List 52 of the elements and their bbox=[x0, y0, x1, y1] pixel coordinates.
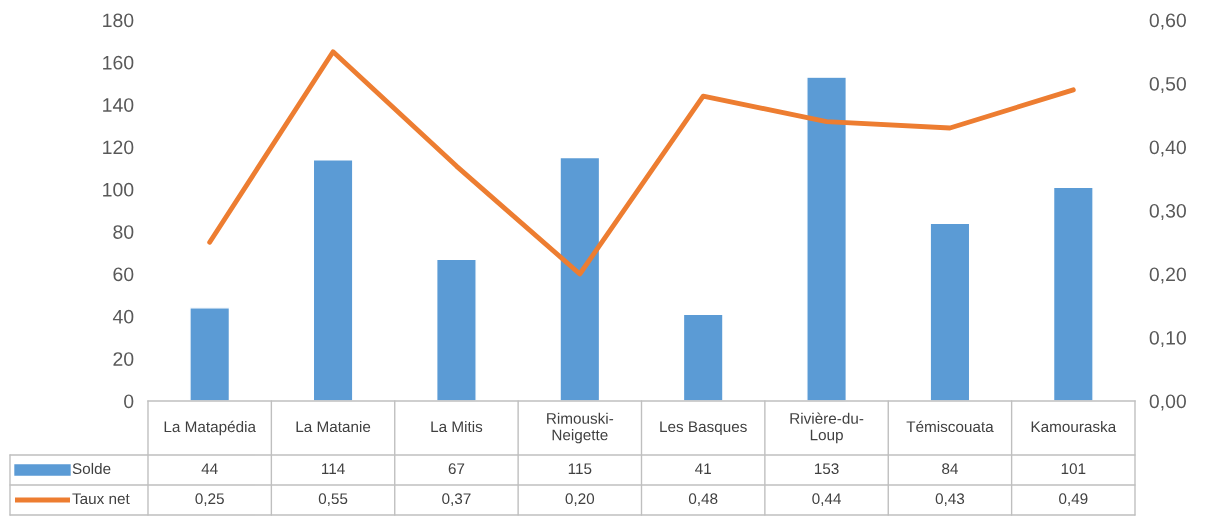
y-tick-label: 160 bbox=[103, 55, 134, 70]
data-label: 0,43 bbox=[935, 493, 965, 506]
bar bbox=[806, 76, 847, 401]
y2-tick-label: 0,40 bbox=[1149, 140, 1186, 157]
x-tick-label: Kamouraska bbox=[1031, 420, 1117, 433]
data-label: 67 bbox=[448, 463, 465, 475]
y-tick-label: 100 bbox=[103, 182, 134, 197]
x-tick-label: Rivière-du-Loup bbox=[790, 412, 864, 444]
bar bbox=[436, 258, 477, 401]
bar bbox=[312, 159, 354, 401]
y2-tick-label: 0,50 bbox=[1149, 76, 1186, 94]
data-label: 101 bbox=[1061, 463, 1086, 475]
x-tick-label: Les Basques bbox=[660, 421, 747, 436]
x-tick-label: La Mitis bbox=[431, 420, 483, 433]
data-label: 115 bbox=[568, 463, 592, 475]
data-label: 41 bbox=[695, 463, 711, 474]
y-tick-label: 120 bbox=[103, 140, 134, 155]
bar bbox=[682, 313, 724, 401]
y2-tick-label: 0,10 bbox=[1149, 330, 1186, 348]
y-tick-label: 80 bbox=[113, 225, 134, 239]
x-tick-label: La Matapédia bbox=[164, 420, 256, 436]
legend-label: Solde bbox=[72, 462, 111, 475]
y2-tick-label: 0,20 bbox=[1149, 267, 1186, 284]
bar bbox=[929, 222, 971, 401]
line-series bbox=[207, 49, 1076, 277]
x-tick-label: Témiscouata bbox=[906, 420, 994, 433]
data-label: 0,37 bbox=[442, 493, 471, 506]
data-label: 84 bbox=[942, 463, 958, 475]
data-label: 0,48 bbox=[688, 493, 718, 506]
bar bbox=[1052, 186, 1094, 401]
y-tick-label: 60 bbox=[113, 267, 134, 282]
data-label: 44 bbox=[201, 463, 218, 474]
data-label: 0,55 bbox=[318, 493, 348, 506]
x-tick-label: Rimouski-Neigette bbox=[547, 412, 614, 444]
data-label: 0,44 bbox=[812, 493, 841, 506]
x-tick-label: La Matanie bbox=[296, 420, 371, 433]
y-tick-label: 0 bbox=[124, 394, 134, 409]
data-label: 0,25 bbox=[195, 493, 224, 506]
data-label: 153 bbox=[814, 463, 839, 475]
y2-tick-label: 0,30 bbox=[1149, 203, 1186, 221]
y2-tick-label: 0,60 bbox=[1149, 13, 1186, 30]
bar bbox=[189, 307, 231, 401]
y-tick-label: 40 bbox=[112, 309, 134, 324]
data-label: 0,20 bbox=[565, 493, 595, 506]
data-label: 114 bbox=[322, 463, 345, 474]
y-tick-label: 180 bbox=[103, 13, 134, 28]
y2-tick-label: 0,00 bbox=[1149, 394, 1186, 411]
y-tick-label: 20 bbox=[113, 352, 134, 366]
data-label: 0,49 bbox=[1059, 493, 1088, 506]
y-tick-label: 140 bbox=[103, 98, 134, 112]
bar bbox=[559, 156, 601, 401]
legend-label: Taux net bbox=[72, 493, 130, 505]
